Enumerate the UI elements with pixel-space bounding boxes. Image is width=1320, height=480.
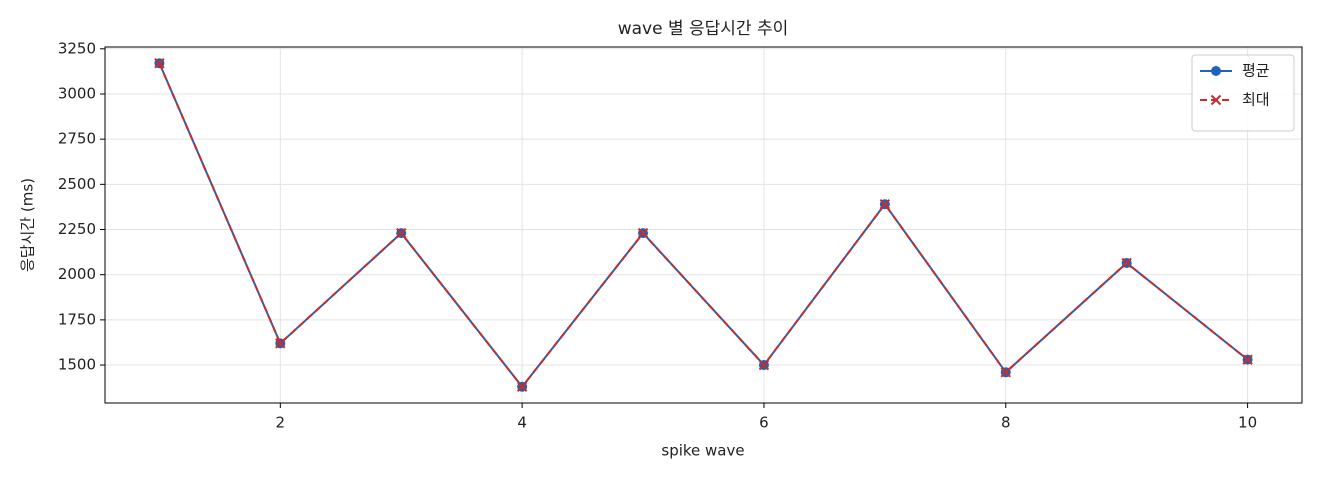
y-tick-label: 3000 [58, 84, 96, 102]
x-tick-label: 2 [276, 414, 286, 432]
x-axis-label: spike wave [661, 442, 744, 460]
y-axis-label: 응답시간 (ms) [19, 178, 37, 272]
marker [1121, 257, 1132, 269]
legend-label: 최대 [1242, 91, 1270, 109]
legend-marker [1211, 66, 1221, 76]
x-tick-label: 4 [517, 414, 527, 432]
marker [396, 227, 407, 239]
y-tick-label: 2500 [58, 175, 96, 193]
plot-frame [104, 46, 1303, 404]
x-tick-label: 6 [759, 414, 769, 432]
marker [516, 381, 528, 392]
y-tick-label: 1750 [58, 310, 96, 328]
marker [879, 199, 891, 210]
marker [1000, 367, 1011, 378]
y-tick-label: 3250 [58, 39, 96, 57]
marker [637, 227, 649, 239]
marker [154, 58, 165, 69]
y-tick-label: 2250 [58, 220, 96, 238]
chart-title: wave 별 응답시간 추이 [618, 19, 789, 39]
line [158, 62, 1249, 389]
legend-label: 평균 [1242, 62, 1270, 80]
marker [275, 338, 286, 349]
y-tick-label: 2750 [58, 130, 96, 148]
legend-marker [1210, 94, 1222, 106]
marker [1242, 354, 1253, 365]
x-tick-label: 8 [1001, 414, 1011, 432]
x-tick-label: 10 [1238, 414, 1257, 432]
y-tick-label: 1500 [58, 356, 96, 374]
marker [758, 359, 770, 371]
y-tick-label: 2000 [58, 265, 96, 283]
